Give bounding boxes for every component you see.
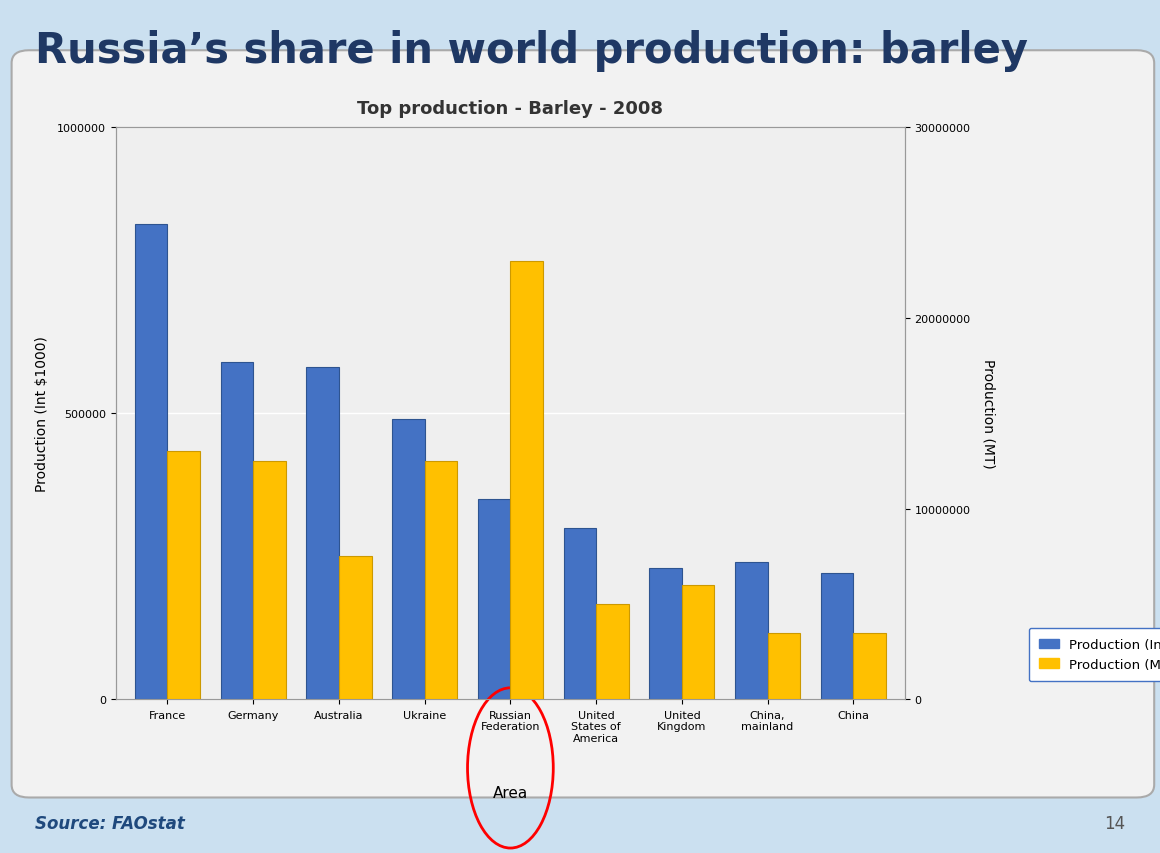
Bar [339, 556, 371, 699]
Bar [735, 562, 768, 699]
X-axis label: Area: Area [493, 785, 528, 799]
Bar [650, 568, 682, 699]
Bar [596, 604, 629, 699]
Bar [768, 633, 800, 699]
Bar [854, 633, 886, 699]
Bar [220, 363, 253, 699]
Bar [392, 420, 425, 699]
Text: 14: 14 [1104, 814, 1125, 832]
Text: Source: FAOstat: Source: FAOstat [35, 814, 184, 832]
Bar [510, 261, 543, 699]
Bar [253, 461, 285, 699]
Bar [135, 225, 167, 699]
Y-axis label: Production (Int $1000): Production (Int $1000) [35, 336, 49, 491]
Title: Top production - Barley - 2008: Top production - Barley - 2008 [357, 100, 664, 118]
Bar [306, 368, 339, 699]
Text: Russia’s share in world production: barley: Russia’s share in world production: barl… [35, 30, 1028, 72]
Y-axis label: Production (MT): Production (MT) [981, 359, 995, 468]
Legend: Production (Int $1000), Production (MT): Production (Int $1000), Production (MT) [1029, 628, 1160, 682]
Bar [564, 528, 596, 699]
Bar [682, 585, 715, 699]
Bar [167, 452, 200, 699]
Bar [425, 461, 457, 699]
Bar [478, 499, 510, 699]
Bar [821, 574, 854, 699]
